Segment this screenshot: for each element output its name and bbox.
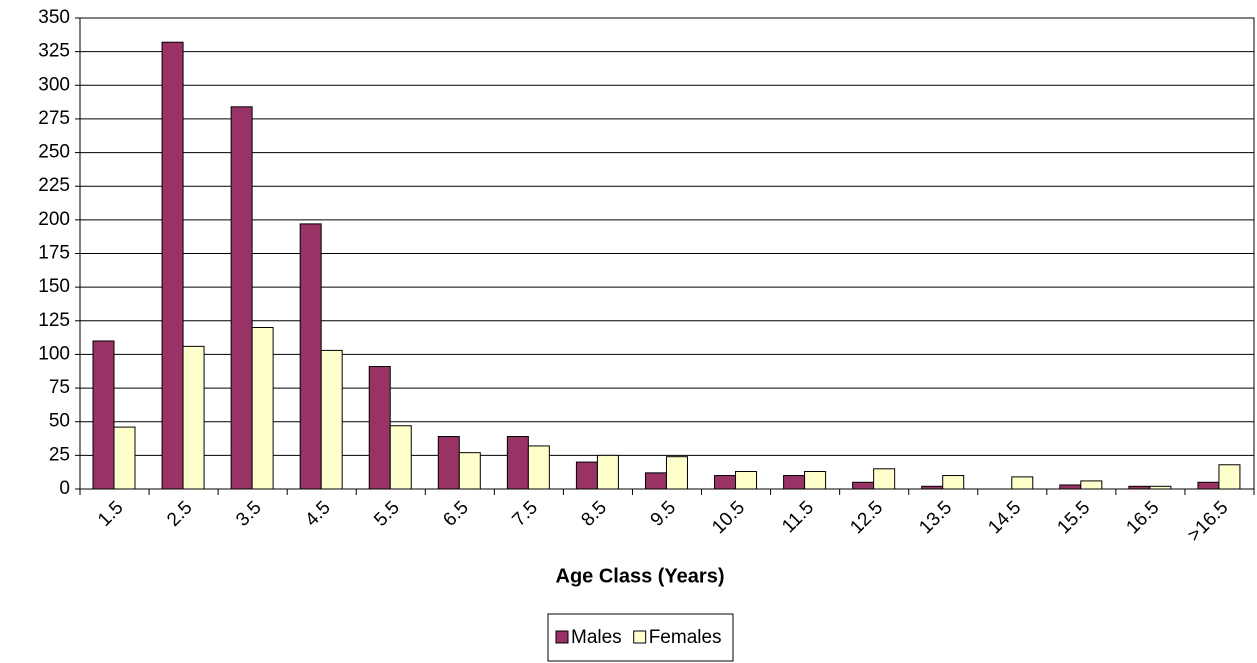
x-tick-label: 7.5 — [508, 497, 542, 531]
bar — [458, 452, 481, 490]
y-tick-label: 175 — [38, 243, 70, 264]
legend-swatch — [555, 630, 569, 644]
y-tick-label: 150 — [38, 276, 70, 297]
y-tick-label: 325 — [38, 41, 70, 62]
x-tick-label: 6.5 — [439, 497, 473, 531]
bar — [437, 436, 460, 490]
bar — [873, 468, 896, 490]
y-tick-label: 75 — [49, 377, 70, 398]
bar — [804, 471, 827, 490]
x-tick-label: 1.5 — [94, 497, 128, 531]
y-tick-label: 125 — [38, 310, 70, 331]
bar — [182, 345, 205, 490]
y-tick-label: 200 — [38, 209, 70, 230]
y-tick-label: 275 — [38, 108, 70, 129]
bar — [299, 223, 322, 490]
bar — [230, 106, 253, 490]
bar — [575, 461, 598, 490]
x-tick-label: 14.5 — [984, 497, 1025, 538]
bar — [665, 456, 688, 490]
x-tick-label: 10.5 — [708, 497, 749, 538]
bar — [596, 454, 619, 490]
x-tick-label: 2.5 — [163, 497, 197, 531]
bar — [1218, 464, 1241, 490]
x-tick-label: 9.5 — [647, 497, 681, 531]
bar — [1080, 480, 1103, 490]
x-tick-label: 16.5 — [1122, 497, 1163, 538]
y-tick-label: 225 — [38, 175, 70, 196]
bar — [714, 475, 737, 490]
bar — [1059, 484, 1082, 490]
legend-label: Females — [649, 627, 722, 648]
y-tick-label: 0 — [59, 478, 70, 499]
x-tick-label: 11.5 — [778, 497, 818, 537]
bar — [942, 475, 965, 490]
y-tick-label: 100 — [38, 343, 70, 364]
bar — [92, 340, 115, 490]
bar — [852, 481, 875, 490]
bar — [1197, 481, 1220, 490]
x-tick-label: >16.5 — [1184, 497, 1233, 546]
bar — [368, 366, 391, 490]
bar — [506, 436, 529, 490]
y-tick-label: 50 — [49, 411, 70, 432]
x-tick-label: 5.5 — [370, 497, 404, 531]
legend-swatch — [633, 630, 647, 644]
bar — [251, 327, 274, 490]
bar — [389, 425, 412, 490]
y-tick-label: 250 — [38, 142, 70, 163]
bar — [161, 41, 184, 490]
y-tick-label: 350 — [38, 7, 70, 28]
bar — [320, 349, 343, 490]
bar — [527, 445, 550, 490]
bar — [113, 426, 136, 490]
x-tick-label: 8.5 — [577, 497, 611, 531]
legend-label: Males — [571, 627, 622, 648]
bar — [783, 475, 806, 490]
y-tick-label: 25 — [49, 444, 70, 465]
x-tick-label: 15.5 — [1053, 497, 1094, 538]
x-tick-label: 3.5 — [232, 497, 266, 531]
bar — [1011, 476, 1034, 490]
y-tick-label: 300 — [38, 74, 70, 95]
x-axis-label: Age Class (Years) — [556, 565, 725, 587]
x-tick-label: 12.5 — [846, 497, 887, 538]
x-tick-label: 4.5 — [301, 497, 335, 531]
bar — [735, 471, 758, 490]
x-tick-label: 13.5 — [915, 497, 956, 538]
bar — [644, 472, 667, 490]
